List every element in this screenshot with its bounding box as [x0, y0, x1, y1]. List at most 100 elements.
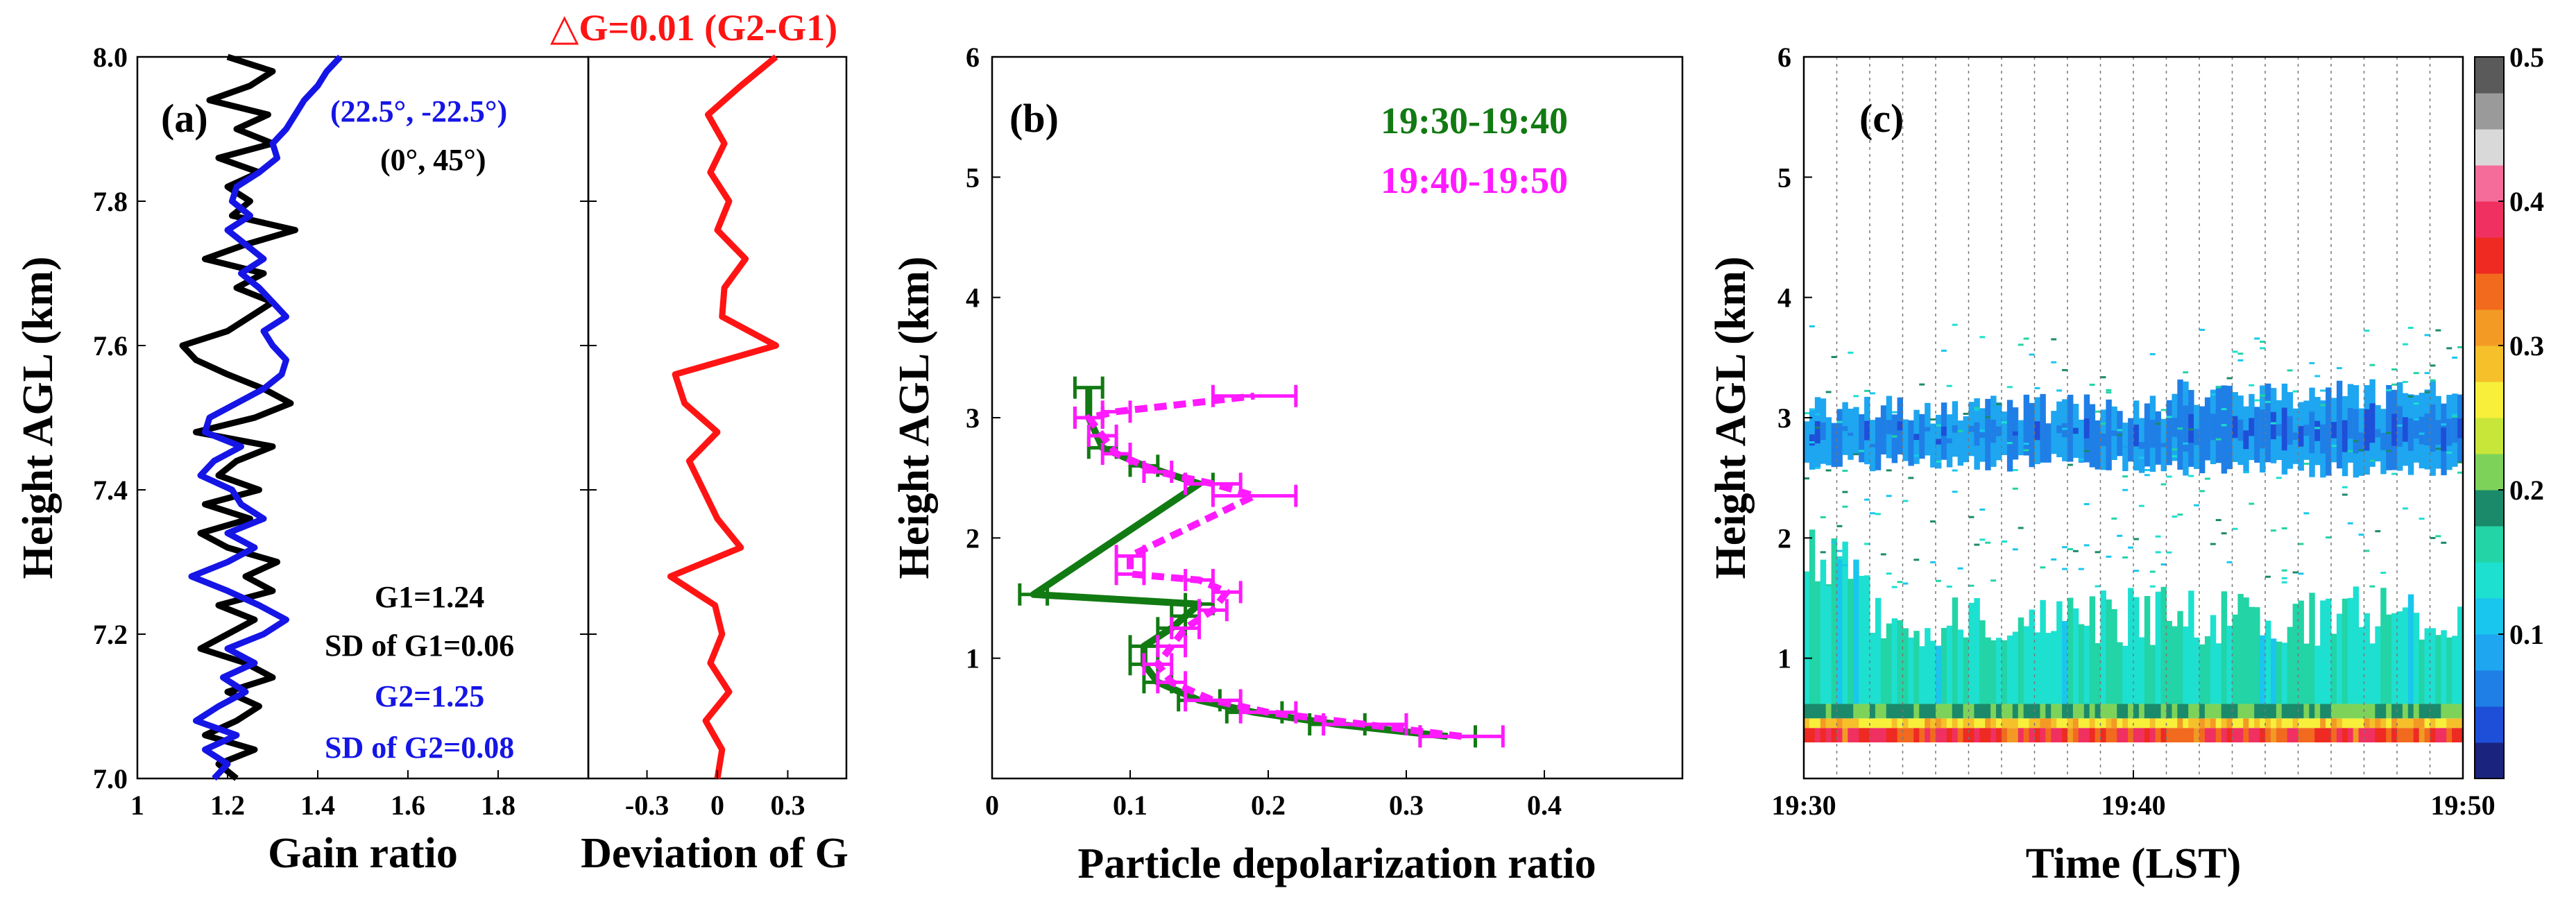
heat-cell	[2353, 704, 2360, 719]
heat-cell	[1870, 512, 1875, 515]
ylabel-height-a: Height AGL (km)	[15, 256, 62, 579]
heat-cell	[2221, 591, 2228, 704]
heat-cell	[2281, 642, 2288, 704]
heat-cell	[2095, 551, 2101, 554]
heat-cell	[2204, 718, 2211, 729]
heat-cell	[2452, 417, 2458, 443]
heat-cell	[2215, 438, 2221, 441]
heat-cell	[2364, 330, 2370, 332]
heat-cell	[2430, 364, 2436, 367]
heat-cell	[2292, 390, 2298, 393]
heat-cell	[2018, 527, 2024, 529]
heat-cell	[2265, 575, 2271, 578]
heat-cell	[2386, 450, 2392, 452]
heat-cell	[1842, 505, 1848, 508]
heat-cell	[2106, 555, 2112, 558]
panel-c-heatmap: 19:30 19:40 19:50 1 2 3 4 5 6 (c) Time (LST) Hei…	[1707, 42, 2544, 887]
heat-cell	[2100, 376, 2106, 379]
heat-cell	[1974, 407, 1980, 409]
heat-cell	[2155, 551, 2161, 554]
heat-cell	[2457, 704, 2464, 719]
heat-cell	[2358, 718, 2364, 729]
heat-cell	[2023, 449, 2029, 452]
heat-cell	[2292, 571, 2298, 574]
colorbar-segment	[2475, 490, 2504, 527]
heat-cell	[2117, 434, 2123, 436]
heat-cell	[1930, 520, 1936, 523]
heat-cell	[1985, 423, 1991, 447]
heat-cell	[2298, 718, 2304, 729]
heat-cell	[1946, 718, 1953, 729]
heat-cell	[1814, 421, 1821, 444]
colorbar-segment	[2475, 454, 2504, 491]
heat-cell	[1859, 576, 1865, 704]
heat-cell	[2358, 728, 2364, 742]
heat-cell	[2083, 418, 2090, 439]
heat-cell	[2435, 728, 2441, 742]
heat-cell	[2045, 423, 2052, 463]
heat-cell	[1809, 434, 1816, 446]
heat-cell	[2215, 718, 2222, 729]
heat-cell	[2342, 486, 2348, 488]
heat-cell	[2270, 422, 2276, 425]
heat-cell	[2391, 718, 2398, 729]
heat-cell	[2331, 633, 2337, 704]
heat-cell	[2232, 350, 2238, 353]
heat-cell	[1831, 538, 1837, 704]
heat-cell	[1902, 628, 1909, 704]
heat-cell	[1842, 718, 1848, 729]
panel-b-depolarization: 0 0.1 0.2 0.3 0.4 1 2 3 4 5 6 (b) 19:30-19:40 19:4…	[891, 42, 1684, 887]
heat-cell	[2243, 471, 2249, 474]
xlabel-time: Time (LST)	[2026, 840, 2242, 887]
xlabel-gain-ratio: Gain ratio	[268, 830, 458, 877]
heat-cell	[1809, 325, 1815, 327]
heat-cell	[2424, 334, 2430, 337]
heat-cell	[2117, 718, 2123, 729]
heat-cell	[1820, 728, 1827, 742]
heat-cell	[2160, 483, 2167, 486]
heat-cell	[2100, 704, 2106, 719]
colorbar-segment	[2475, 670, 2504, 707]
heat-cell	[2221, 728, 2228, 742]
heat-cell	[1814, 718, 1821, 729]
heat-cell	[2435, 704, 2441, 719]
heat-cell	[2067, 728, 2074, 742]
heat-cell	[2331, 718, 2337, 729]
heat-cell	[2424, 391, 2430, 393]
heat-cell	[2051, 704, 2057, 719]
heat-cell	[2441, 704, 2447, 719]
heat-cell	[2062, 621, 2068, 704]
heat-cell	[2320, 389, 2326, 392]
ylabel-height-b: Height AGL (km)	[891, 256, 938, 579]
heat-cell	[1919, 646, 1925, 704]
heat-cell	[1848, 728, 1854, 742]
heat-cell	[2117, 728, 2123, 742]
heat-cell	[2446, 704, 2453, 719]
heat-cell	[1913, 434, 1920, 441]
heat-cell	[2183, 728, 2189, 742]
heat-cell	[2441, 718, 2447, 729]
heat-cell	[2441, 630, 2447, 704]
heat-cell	[1996, 704, 2002, 719]
heat-cell	[2051, 361, 2057, 364]
heat-cell	[1897, 620, 1903, 704]
heat-cell	[2160, 586, 2167, 704]
heat-cell	[2391, 414, 2398, 446]
heat-cell	[1974, 422, 1980, 446]
heat-cell	[2270, 728, 2277, 742]
heat-cell	[2188, 704, 2194, 719]
colorbar-segment	[2475, 346, 2504, 382]
heat-cell	[2067, 418, 2074, 438]
heat-cell	[2326, 598, 2332, 704]
heat-cell	[2138, 504, 2144, 507]
y-tick-label: 7.2	[93, 619, 128, 650]
heat-cell	[2452, 704, 2458, 719]
heat-cell	[2210, 728, 2217, 742]
heat-cell	[2095, 585, 2101, 588]
heat-cell	[1979, 728, 1986, 742]
heat-cell	[1864, 420, 1870, 441]
heat-cell	[2331, 445, 2337, 448]
heat-cell	[1836, 557, 1843, 560]
heat-cell	[2012, 548, 2018, 551]
y-tick-label: 8.0	[93, 42, 128, 73]
